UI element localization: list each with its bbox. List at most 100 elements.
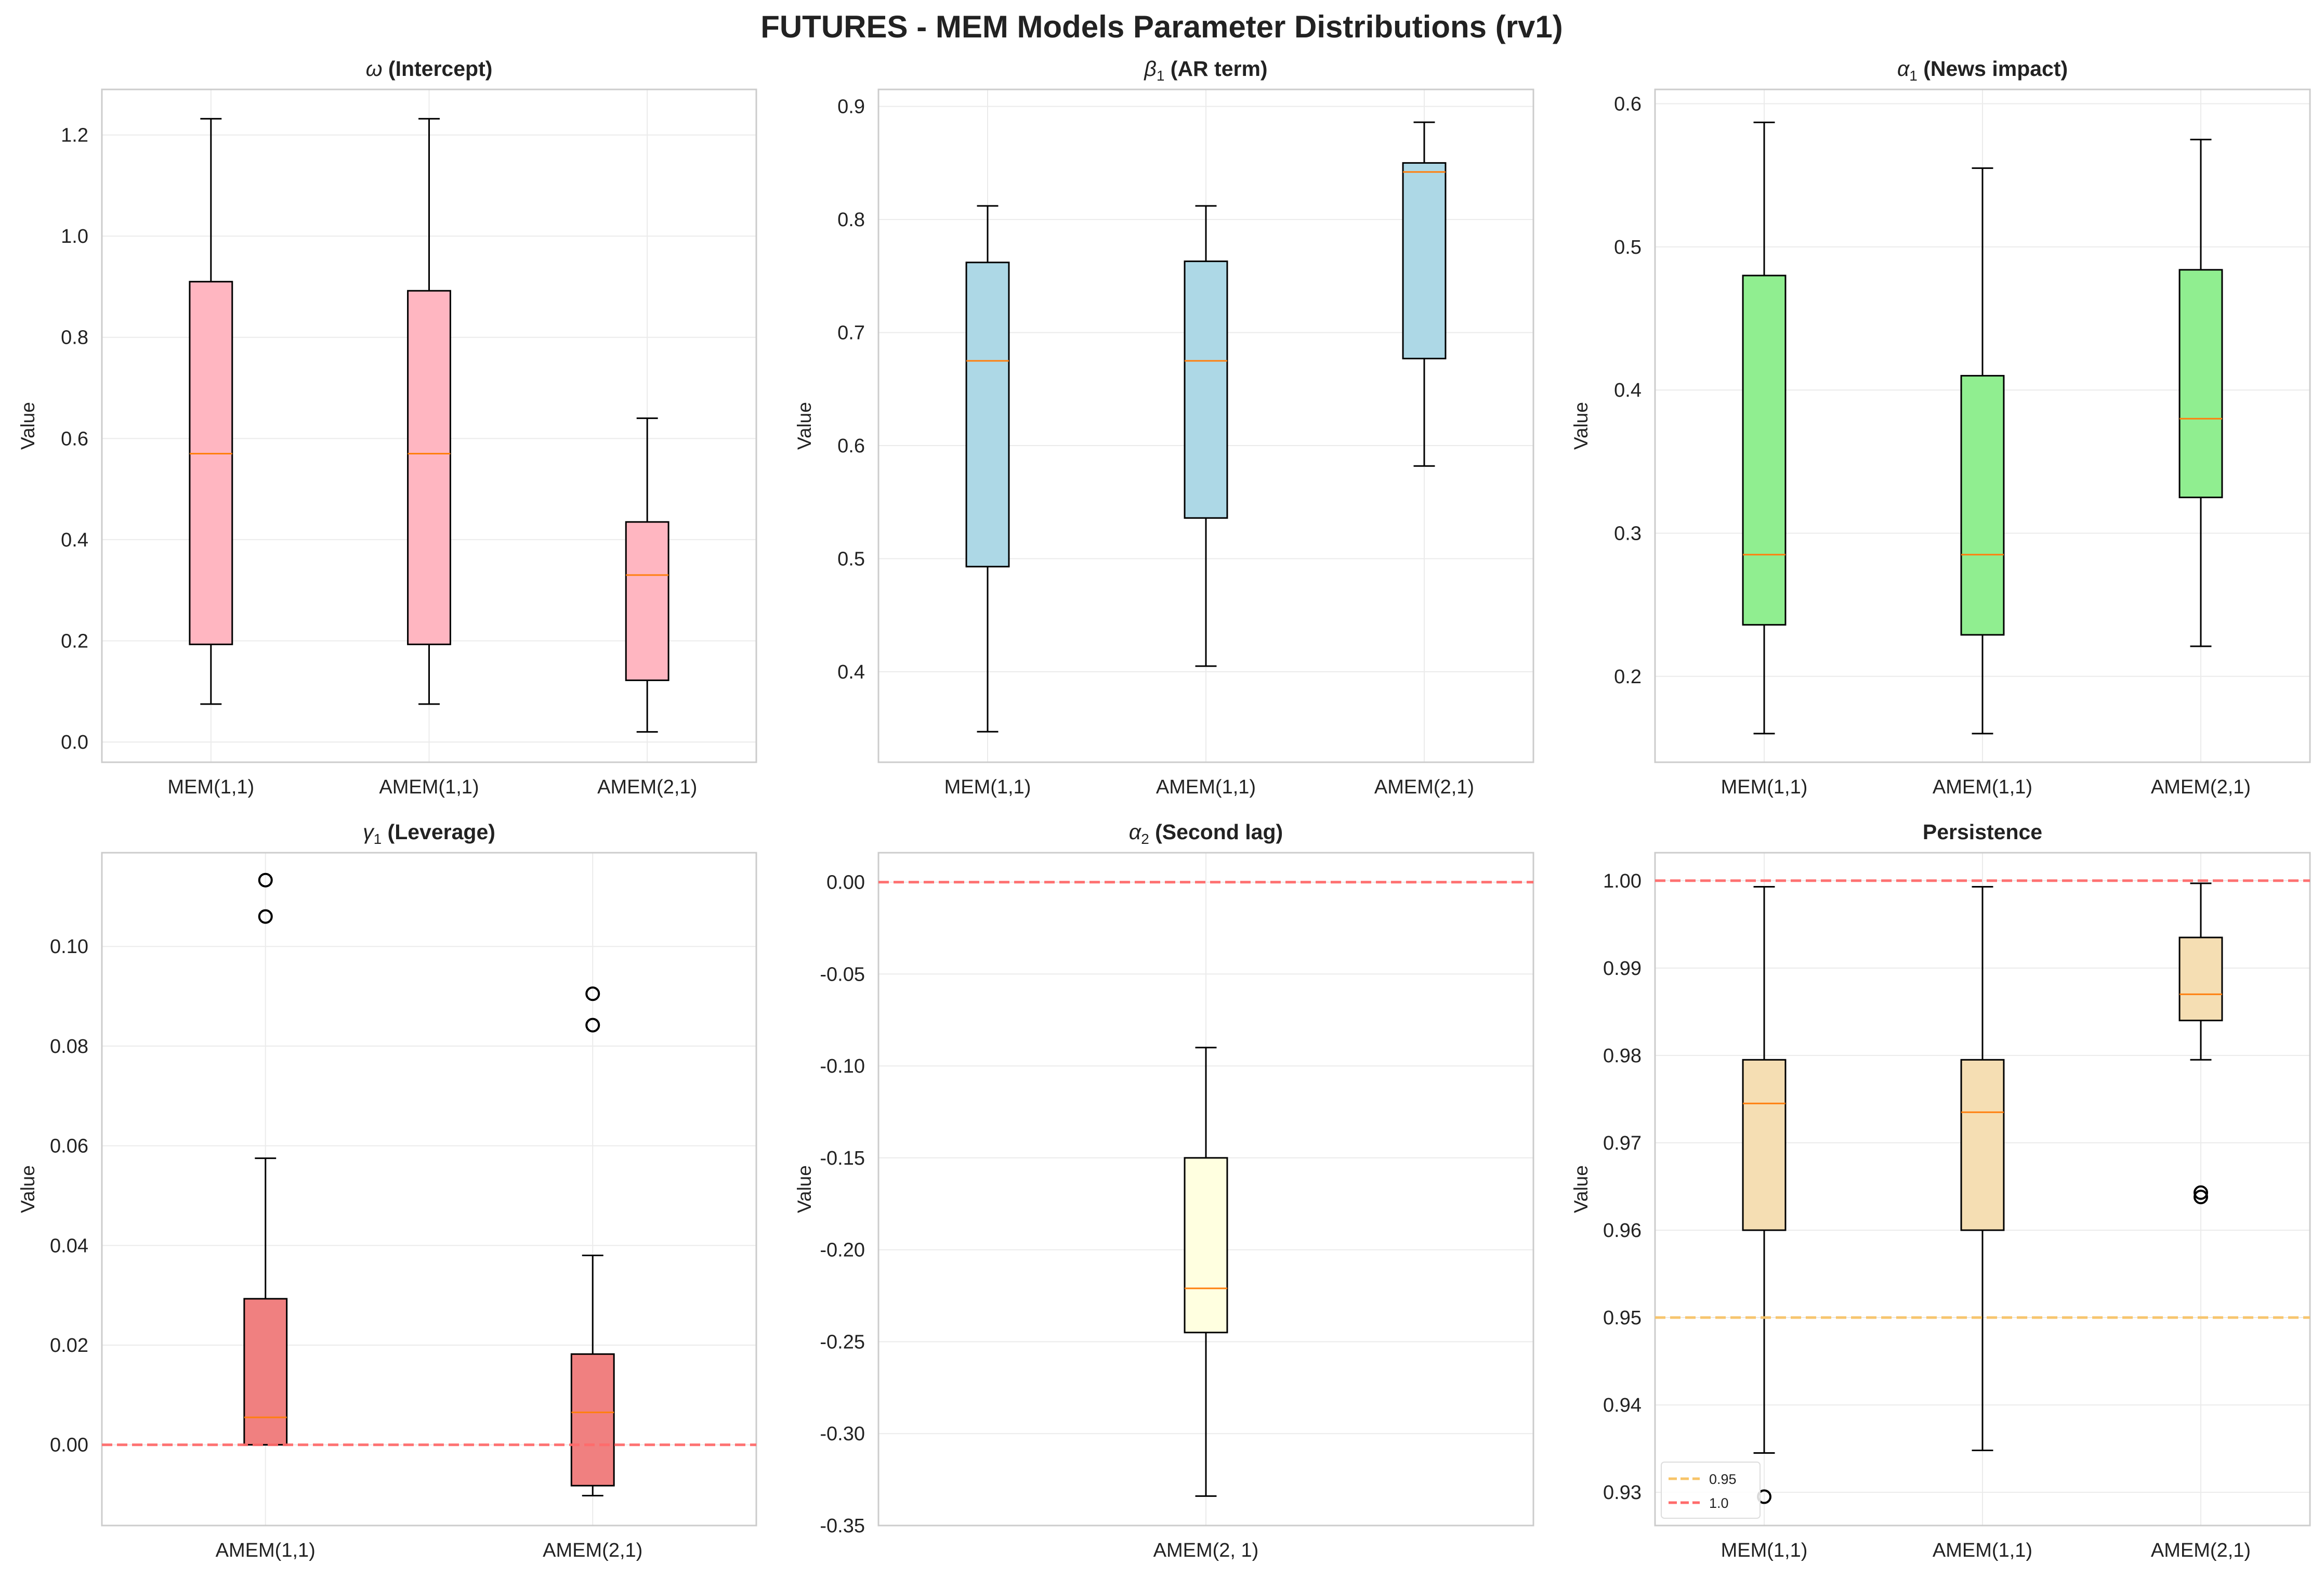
y-tick-label: 0.08 — [50, 1036, 88, 1058]
axes-frame — [877, 852, 1534, 1527]
y-tick-label: 0.6 — [1614, 94, 1642, 115]
y-tick-label: -0.35 — [820, 1515, 865, 1537]
y-tick-label: 0.93 — [1603, 1482, 1642, 1504]
box-3 — [2178, 138, 2223, 647]
y-tick-label: 0.4 — [837, 661, 865, 683]
x-tick-label: MEM(1,1) — [944, 776, 1031, 798]
x-tick-label: AMEM(1,1) — [1933, 1540, 2032, 1561]
y-tick-label: 1.2 — [61, 125, 88, 147]
panel-title: α2 (Second lag) — [1129, 820, 1283, 847]
y-axis-label: Value — [794, 402, 815, 450]
panel-2: 0.4 0.5 0.6 0.7 0.8 0.9 MEM(1,1) AMEM(1,1) AMEM(… — [794, 57, 1534, 798]
y-tick-label: 0.4 — [61, 529, 88, 551]
box-1 — [1184, 1047, 1228, 1497]
iqr-box — [625, 521, 669, 681]
panel-title: Persistence — [1923, 820, 2042, 844]
box-2 — [570, 986, 615, 1496]
panel-1: 0.0 0.2 0.4 0.6 0.8 1.0 1.2 MEM(1,1) AMEM(1,1) AM… — [17, 57, 757, 798]
y-tick-label: 0.0 — [61, 732, 88, 753]
legend-frame — [1661, 1462, 1761, 1519]
x-tick-label: AMEM(1,1) — [1933, 776, 2032, 798]
legend: 0.95 1.0 — [1661, 1462, 1761, 1519]
y-tick-label: 0.2 — [1614, 666, 1642, 688]
x-tick-label: AMEM(2,1) — [2151, 1540, 2251, 1561]
iqr-box — [407, 290, 451, 645]
panel-title: α1 (News impact) — [1897, 57, 2068, 84]
y-tick-label: -0.30 — [820, 1423, 865, 1445]
iqr-box — [2178, 936, 2223, 1022]
panel-4: 0.00 0.02 0.04 0.06 0.08 0.10 AMEM(1,1) AMEM(2,… — [17, 820, 757, 1561]
x-tick-label: AMEM(1,1) — [1156, 776, 1256, 798]
box-3 — [1402, 121, 1447, 467]
x-tick-label: AMEM(2,1) — [543, 1540, 642, 1561]
box-1 — [965, 205, 1010, 733]
y-tick-label: 1.0 — [61, 226, 88, 247]
y-tick-label: 0.97 — [1603, 1132, 1642, 1154]
panels: 0.0 0.2 0.4 0.6 0.8 1.0 1.2 MEM(1,1) AMEM(1,1) AM… — [17, 57, 2311, 1561]
outlier-point — [258, 909, 273, 924]
y-tick-label: 0.4 — [1614, 380, 1642, 401]
panel-title: β1 (AR term) — [1144, 57, 1267, 84]
y-tick-label: 0.96 — [1603, 1220, 1642, 1242]
outlier-point — [2194, 1190, 2208, 1205]
y-tick-label: -0.20 — [820, 1240, 865, 1261]
y-tick-label: 0.02 — [50, 1335, 88, 1357]
y-axis-label: Value — [1570, 1165, 1592, 1213]
legend-label: 1.0 — [1709, 1495, 1729, 1511]
outlier-point — [585, 986, 600, 1001]
y-tick-label: 0.98 — [1603, 1045, 1642, 1067]
y-tick-label: 0.94 — [1603, 1394, 1642, 1416]
panel-6: 0.93 0.94 0.95 0.96 0.97 0.98 0.99 1.00 MEM(1,1)… — [1570, 820, 2311, 1561]
outlier-point — [258, 872, 273, 888]
box-2 — [1184, 205, 1228, 667]
box-1 — [1742, 886, 1787, 1504]
y-tick-label: 0.8 — [837, 209, 865, 231]
x-tick-label: AMEM(2, 1) — [1153, 1540, 1259, 1561]
y-tick-label: 0.7 — [837, 322, 865, 344]
box-1 — [243, 872, 288, 1446]
axes-frame — [101, 88, 757, 763]
iqr-box — [570, 1353, 615, 1487]
y-axis-label: Value — [794, 1165, 815, 1213]
y-axis-label: Value — [1570, 402, 1592, 450]
iqr-box — [2178, 269, 2223, 499]
iqr-box — [1742, 275, 1787, 626]
y-tick-label: 0.00 — [826, 872, 865, 894]
iqr-box — [1184, 260, 1228, 519]
x-tick-label: AMEM(2,1) — [1374, 776, 1474, 798]
y-tick-label: 0.5 — [837, 549, 865, 570]
y-axis-label: Value — [17, 1165, 38, 1213]
panel-title: ω (Intercept) — [366, 57, 493, 81]
y-tick-label: -0.10 — [820, 1055, 865, 1077]
y-tick-label: -0.05 — [820, 963, 865, 985]
box-1 — [189, 118, 233, 705]
panel-5: -0.35 -0.30 -0.25 -0.20 -0.15 -0.10 -0.05 0.00 A… — [794, 820, 1534, 1561]
y-tick-label: 0.9 — [837, 96, 865, 118]
y-tick-label: 0.99 — [1603, 958, 1642, 980]
y-tick-label: 0.3 — [1614, 523, 1642, 544]
iqr-box — [965, 262, 1010, 568]
iqr-box — [1742, 1059, 1787, 1231]
iqr-box — [1960, 375, 2005, 636]
iqr-box — [243, 1298, 288, 1446]
figure-title: FUTURES - MEM Models Parameter Distribut… — [760, 9, 1563, 44]
y-tick-label: -0.15 — [820, 1148, 865, 1169]
panel-3: 0.2 0.3 0.4 0.5 0.6 MEM(1,1) AMEM(1,1) AMEM(2,1… — [1570, 57, 2311, 798]
y-axis-label: Value — [17, 402, 38, 450]
box-2 — [1960, 167, 2005, 735]
box-3 — [625, 417, 669, 733]
y-tick-label: 1.00 — [1603, 870, 1642, 892]
box-3 — [2178, 882, 2223, 1205]
outlier-point — [585, 1018, 600, 1033]
axes-frame — [101, 852, 757, 1527]
box-2 — [407, 118, 451, 705]
box-2 — [1960, 886, 2005, 1451]
iqr-box — [1402, 162, 1447, 360]
iqr-box — [1184, 1157, 1228, 1334]
y-tick-label: 0.95 — [1603, 1307, 1642, 1329]
y-tick-label: 0.6 — [837, 435, 865, 457]
panel-title: γ1 (Leverage) — [363, 820, 495, 847]
x-tick-label: AMEM(1,1) — [216, 1540, 316, 1561]
y-tick-label: 0.06 — [50, 1136, 88, 1157]
